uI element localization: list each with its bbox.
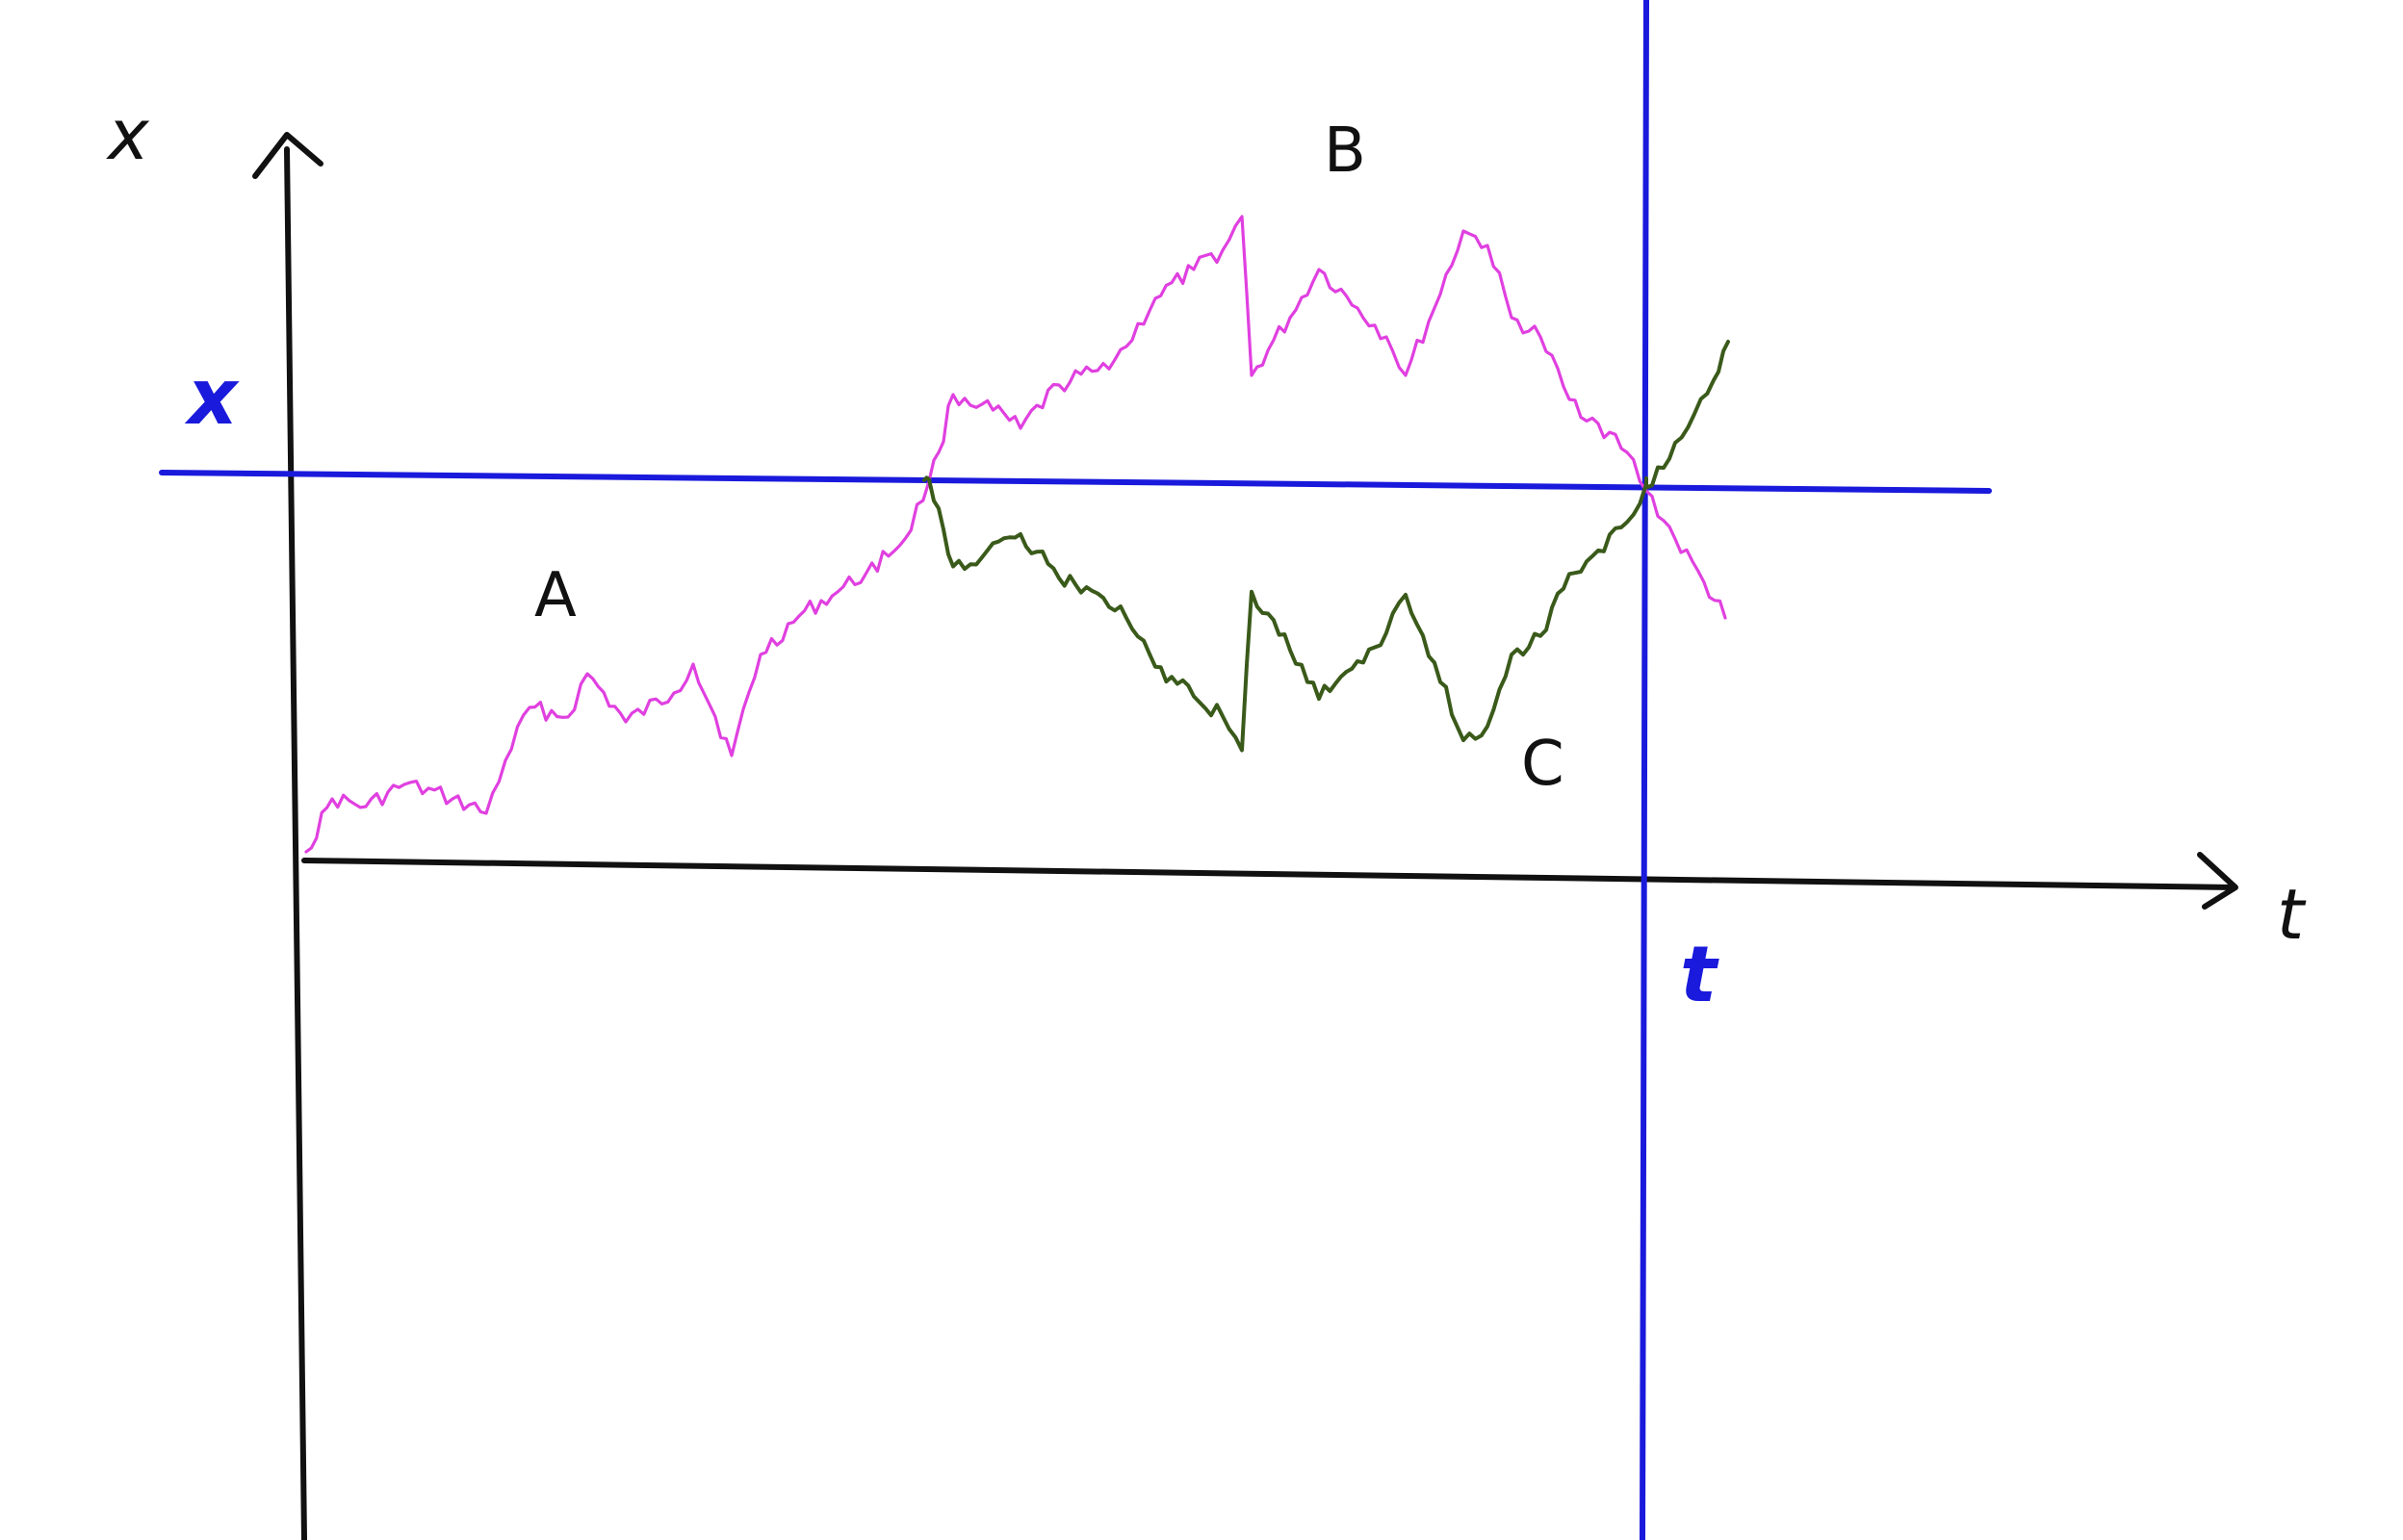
horizontal-axis-arrowhead (2197, 852, 2238, 910)
time-label: t (1680, 930, 1719, 1019)
reference-lines (159, 0, 1992, 1540)
original-path (304, 215, 1727, 854)
level-line (159, 470, 1992, 494)
horizontal-axis (301, 858, 2236, 890)
horizontal-axis-label: t (2277, 874, 2307, 955)
region-label-c: C (1521, 729, 1564, 800)
region-label-a: A (534, 560, 577, 631)
paths (304, 215, 1730, 854)
time-line (1640, 0, 1649, 1540)
vertical-axis-label: x (106, 94, 150, 175)
vertical-axis (284, 146, 307, 1540)
region-label-b: B (1324, 116, 1366, 187)
vertical-axis-arrowhead (252, 132, 323, 179)
axes (252, 132, 2238, 1540)
reflected-path (922, 340, 1730, 753)
level-label: x (184, 352, 240, 442)
